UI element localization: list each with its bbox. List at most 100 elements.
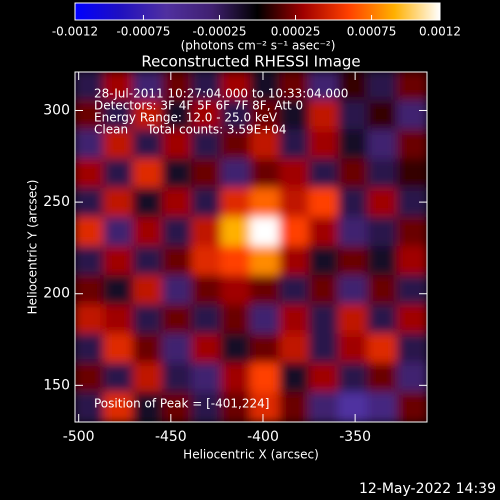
image-cell [396,187,427,219]
image-cell [132,275,164,307]
image-cell [338,100,370,132]
image-cell [250,304,282,336]
image-cell [220,275,252,307]
image-cell [338,129,370,161]
image-cell [103,100,135,132]
image-cell [308,158,340,190]
image-cell [338,216,370,248]
image-cell [162,304,194,336]
image-cell [367,362,399,394]
image-cell [132,304,164,336]
image-cell [103,72,135,103]
image-cell [103,362,135,394]
image-cell [103,304,135,336]
image-cell [75,100,106,132]
image-cell [191,72,223,103]
image-cell [103,391,135,422]
x-tick-label: -500 [63,429,95,445]
image-cell [279,100,311,132]
image-cell [367,304,399,336]
image-cell [338,275,370,307]
image [75,72,427,422]
footer: 12-May-2022 14:39 [359,481,496,497]
annotation: Energy Range: 12.0 - 25.0 keV [94,111,278,125]
image-cell [279,72,311,103]
image-cell [308,100,340,132]
image-cell [103,333,135,365]
image-cell [132,158,164,190]
image-cell [367,216,399,248]
image-cell [250,158,282,190]
image-cell [162,187,194,219]
image-cell [308,275,340,307]
colorbar-tick-label: -0.00075 [116,25,170,39]
plot-frame [74,71,428,423]
image-cell [191,275,223,307]
image-cell [308,187,340,219]
image-cell [191,246,223,278]
image-cell [367,158,399,190]
image-cell [250,129,282,161]
image-cell [103,275,135,307]
image-cell [162,333,194,365]
image-cell [308,129,340,161]
image-cell [162,362,194,394]
colorbar-tick-label: -0.00025 [193,25,247,39]
y-tick-label: 150 [43,377,70,393]
image-cell [308,362,340,394]
image-cell [250,187,282,219]
image-cell [162,275,194,307]
image-cell [162,129,194,161]
image-cell [250,362,282,394]
image-cell [338,362,370,394]
image-cell [396,362,427,394]
image-cell [162,72,194,103]
image-cell [75,362,106,394]
image-cell [132,216,164,248]
image-cell [132,72,164,103]
image-cell [367,275,399,307]
image-cell [279,275,311,307]
image-cell [191,187,223,219]
image-cell [220,333,252,365]
colorbar [74,2,441,21]
annotation: Detectors: 3F 4F 5F 6F 7F 8F, Att 0 [94,99,303,113]
image-cell [250,391,282,422]
image-cell [279,362,311,394]
image-cell [75,391,106,422]
image-cell [162,391,194,422]
image-cell [338,158,370,190]
image-cell [338,391,370,422]
image-cell [220,187,252,219]
image-cell [132,391,164,422]
image-cell [396,333,427,365]
x-tick-label: -350 [339,429,371,445]
image-cell [396,216,427,248]
image-cell [132,246,164,278]
image-cell [162,246,194,278]
image-cell [308,72,340,103]
image-cell [132,129,164,161]
image-area [75,72,427,422]
image-cell [75,304,106,336]
image-cell [279,333,311,365]
image-cell [75,216,106,248]
image-cell [191,216,223,248]
image-cell [220,362,252,394]
image-cell [75,333,106,365]
colorbar-tick-label: 0.00075 [347,25,397,39]
image-cell [250,246,282,278]
y-axis-label: Heliocentric Y (arcsec) [26,180,40,315]
image-cell [279,187,311,219]
image-cell [338,72,370,103]
image-cell [220,216,252,248]
x-tick-label: -400 [247,429,279,445]
image-cell [308,391,340,422]
image-cell [220,129,252,161]
image-cell [250,72,282,103]
image-cell [367,333,399,365]
image-cell [396,246,427,278]
image-cell [162,158,194,190]
image-cell [396,100,427,132]
image-cell [279,158,311,190]
